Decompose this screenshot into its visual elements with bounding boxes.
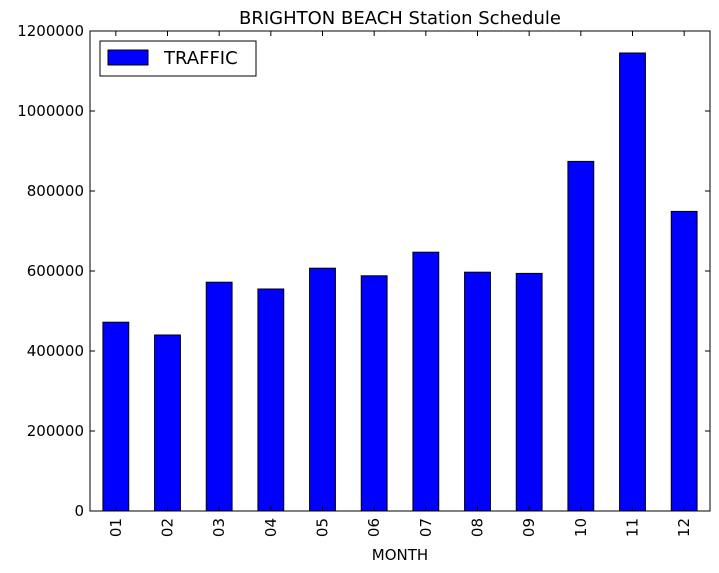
y-axis: 0 200000 400000 600000 800000 1000000 1200000: [17, 22, 710, 520]
bar-11: [619, 52, 646, 512]
legend-box: [99, 40, 257, 77]
legend: TRAFFIC: [99, 40, 257, 77]
bar-02: [154, 334, 181, 512]
x-tick-label-01: 01: [107, 518, 125, 537]
chart-title: BRIGHTON BEACH Station Schedule: [239, 8, 561, 29]
x-tick-label-08: 08: [469, 518, 487, 537]
bar-03: [205, 281, 233, 512]
bar-09: [515, 272, 543, 512]
legend-swatch: [107, 49, 149, 66]
x-tick-label-02: 02: [159, 518, 177, 537]
bar-07: [412, 251, 440, 512]
y-tick-label-4: 800000: [27, 182, 84, 200]
x-tick-label-06: 06: [365, 518, 383, 537]
x-tick-label-12: 12: [675, 518, 693, 537]
legend-label-traffic: TRAFFIC: [163, 48, 238, 69]
y-tick-label-2: 400000: [27, 342, 84, 360]
bar-06: [360, 275, 388, 512]
y-tick-label-1: 200000: [27, 422, 84, 440]
bar-08: [464, 271, 491, 512]
y-tick-label-6: 1200000: [17, 22, 84, 40]
y-tick-label-0: 0: [74, 502, 84, 520]
x-axis-title: MONTH: [372, 546, 428, 564]
y-tick-label-5: 1000000: [17, 102, 84, 120]
bar-04: [257, 288, 285, 512]
x-tick-label-11: 11: [624, 518, 642, 537]
bar-01: [102, 321, 130, 512]
bar-10: [567, 160, 595, 512]
y-tick-label-3: 600000: [27, 262, 84, 280]
bar-05: [309, 267, 336, 512]
x-tick-label-05: 05: [314, 518, 332, 537]
bar-12: [670, 210, 698, 512]
x-tick-label-10: 10: [572, 518, 590, 537]
x-tick-label-07: 07: [417, 518, 435, 537]
x-tick-label-04: 04: [262, 518, 280, 537]
x-axis: 01 02 03 04 05 06 07 08 09 10 11 12: [107, 31, 693, 537]
x-tick-label-09: 09: [520, 518, 538, 537]
x-tick-label-03: 03: [210, 518, 228, 537]
plot-frame: [89, 30, 711, 512]
bars-group: [102, 52, 698, 512]
